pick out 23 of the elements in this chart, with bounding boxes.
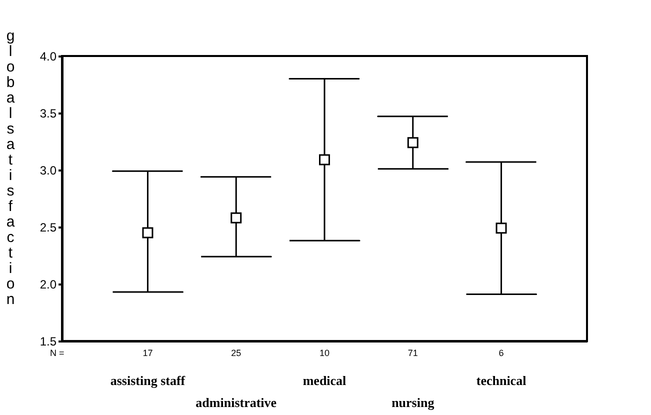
x-tick-label: assisting staff — [110, 373, 186, 388]
point — [230, 212, 242, 224]
point — [407, 137, 418, 148]
text: 10 — [319, 348, 330, 358]
point — [142, 227, 154, 238]
point — [319, 154, 330, 166]
y-tick-label: 1.5 — [40, 334, 57, 348]
y-tick-label: 3.0 — [40, 164, 57, 178]
text: 71 — [408, 348, 418, 358]
text: global satisfaction — [6, 28, 15, 308]
y-tick-label: 2.0 — [40, 278, 57, 292]
text: 17 — [142, 348, 153, 358]
point — [496, 222, 507, 234]
x-tick-label: medical — [302, 373, 347, 388]
text: N = — [50, 348, 64, 358]
text: 25 — [231, 348, 242, 358]
text: 6 — [498, 348, 504, 358]
x-tick-label: technical — [476, 373, 527, 388]
x-tick-label: nursing — [392, 395, 435, 410]
y-tick-label: 2.5 — [40, 220, 57, 234]
y-tick-label: 3.5 — [40, 106, 57, 120]
x-tick-label: administrative — [196, 395, 277, 410]
y-tick-label: 4.0 — [40, 50, 57, 64]
